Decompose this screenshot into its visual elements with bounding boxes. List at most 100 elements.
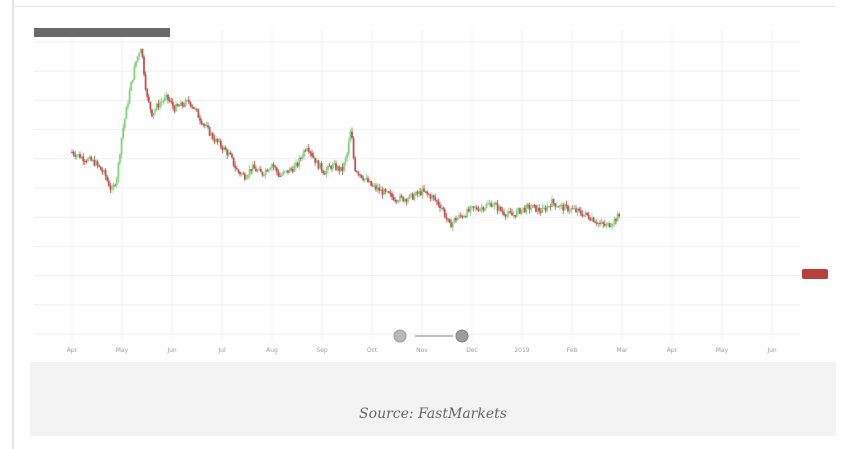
candle-body <box>199 117 201 121</box>
candle-body <box>261 171 264 176</box>
candle-body <box>485 204 488 208</box>
candle-body <box>82 156 85 162</box>
candle-body <box>165 94 168 98</box>
candle-body <box>248 169 251 176</box>
candle-body <box>464 216 467 218</box>
candle-body <box>429 194 432 199</box>
candle-body <box>389 192 392 194</box>
candle-body <box>322 170 325 174</box>
navigator-right-handle[interactable] <box>455 329 469 343</box>
candle-body <box>407 198 409 202</box>
candle-body <box>351 131 353 138</box>
candle-body <box>383 189 385 195</box>
candle-body <box>309 151 312 153</box>
x-tick-label: 2019 <box>514 347 529 354</box>
candle-body <box>253 164 256 169</box>
price-tag-background <box>802 269 828 279</box>
candle-body <box>501 210 504 213</box>
candle-body <box>605 224 608 226</box>
candle-body <box>533 205 536 207</box>
candle-body <box>471 206 473 208</box>
candle-body <box>565 204 568 206</box>
candle-body <box>354 157 357 172</box>
range-navigator[interactable] <box>393 329 469 343</box>
candle-body <box>618 214 621 217</box>
candle-body <box>474 207 477 209</box>
candle-body <box>205 125 208 127</box>
candle-body <box>235 168 238 170</box>
candle-body <box>315 160 318 163</box>
candle-body <box>311 152 313 156</box>
candle-body <box>602 222 605 224</box>
candle-body <box>595 222 598 225</box>
candle-body <box>157 103 160 108</box>
candle-body <box>314 157 317 163</box>
candle-body <box>155 103 158 110</box>
candle-body <box>405 199 408 202</box>
candle-body <box>402 196 405 202</box>
candle-body <box>99 166 102 171</box>
candle-body <box>333 163 336 165</box>
candle-body <box>445 216 448 219</box>
candle-body <box>394 200 397 202</box>
candle-body <box>581 214 584 217</box>
candle-body <box>344 158 347 163</box>
candle-body <box>592 217 595 222</box>
candle-body <box>493 203 496 206</box>
candle-body <box>104 170 107 177</box>
candle-body <box>171 101 174 107</box>
candle-body <box>114 184 117 186</box>
candle-body <box>178 105 181 107</box>
candle-body <box>71 152 73 154</box>
candle-body <box>552 199 555 204</box>
candle-body <box>607 223 609 225</box>
candle-body <box>583 214 585 217</box>
candle-body <box>240 173 243 175</box>
candle-body <box>266 169 269 172</box>
candle-body <box>571 208 574 210</box>
frame-left-border <box>12 0 14 449</box>
candle-body <box>482 207 485 211</box>
candle-body <box>515 210 518 217</box>
candle-body <box>320 163 323 171</box>
candle-body <box>106 176 109 181</box>
navigator-left-handle[interactable] <box>393 329 407 343</box>
candle-body <box>331 164 334 169</box>
candle-body <box>498 206 501 211</box>
candle-body <box>469 206 472 212</box>
candlestick-series <box>71 48 621 232</box>
candle-body <box>447 218 449 220</box>
candle-body <box>112 184 115 189</box>
candle-body <box>443 209 446 217</box>
candle-body <box>77 154 80 156</box>
x-tick-label: Jun <box>166 347 177 354</box>
candle-body <box>408 194 411 199</box>
candle-body <box>317 160 320 169</box>
candle-body <box>141 48 144 57</box>
candle-body <box>143 56 145 75</box>
candle-body <box>186 99 189 101</box>
candle-body <box>160 101 163 103</box>
candle-body <box>546 206 549 211</box>
candle-body <box>275 167 278 172</box>
candle-body <box>288 168 291 173</box>
candle-body <box>328 165 331 167</box>
candle-body <box>587 215 590 219</box>
candle-body <box>525 204 528 213</box>
candle-body <box>296 162 299 167</box>
candle-body <box>613 218 616 225</box>
candle-body <box>91 159 94 161</box>
candle-body <box>349 131 352 142</box>
candle-body <box>200 120 203 125</box>
candle-body <box>600 222 603 224</box>
candle-body <box>237 169 240 173</box>
candle-body <box>370 180 373 186</box>
candle-body <box>264 169 267 176</box>
candle-body <box>491 205 494 207</box>
candle-body <box>549 206 552 208</box>
price-chart: Apr May Jun Jul Aug Sep Oct Nov Dec 2019 Feb Mar Apr… <box>30 22 836 362</box>
candle-body <box>139 48 142 54</box>
candle-body <box>594 221 597 223</box>
candle-body <box>203 124 206 126</box>
candle-body <box>536 207 539 212</box>
